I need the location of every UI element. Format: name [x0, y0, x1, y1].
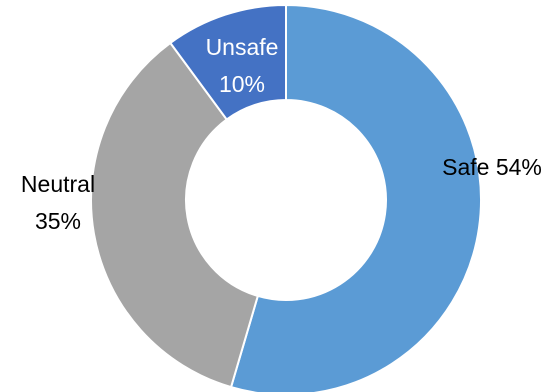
slice-unsafe — [168, 3, 287, 121]
data-label-line: Neutral — [21, 171, 95, 197]
slice-safe — [229, 3, 482, 392]
data-label-line: Safe 54% — [442, 154, 542, 180]
data-label-neutral: Neutral 35% — [21, 171, 95, 234]
data-label-line: 10% — [219, 71, 265, 97]
data-label-unsafe: Unsafe 10% — [206, 34, 279, 97]
data-label-line: 35% — [35, 208, 81, 234]
data-label-safe: Safe 54% — [442, 154, 542, 180]
slice-neutral — [90, 41, 260, 389]
data-label-line: Unsafe — [206, 34, 279, 60]
